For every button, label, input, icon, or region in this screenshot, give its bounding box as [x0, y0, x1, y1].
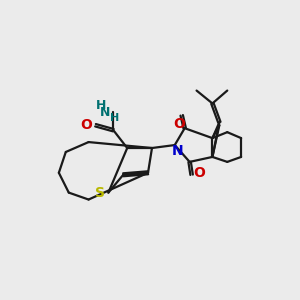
Text: O: O: [194, 166, 206, 180]
Text: O: O: [173, 117, 185, 131]
Text: H: H: [96, 99, 106, 112]
Text: H: H: [110, 113, 119, 123]
Text: N: N: [100, 106, 111, 119]
Text: N: N: [172, 144, 184, 158]
Text: S: S: [95, 186, 106, 200]
Text: O: O: [81, 118, 92, 132]
